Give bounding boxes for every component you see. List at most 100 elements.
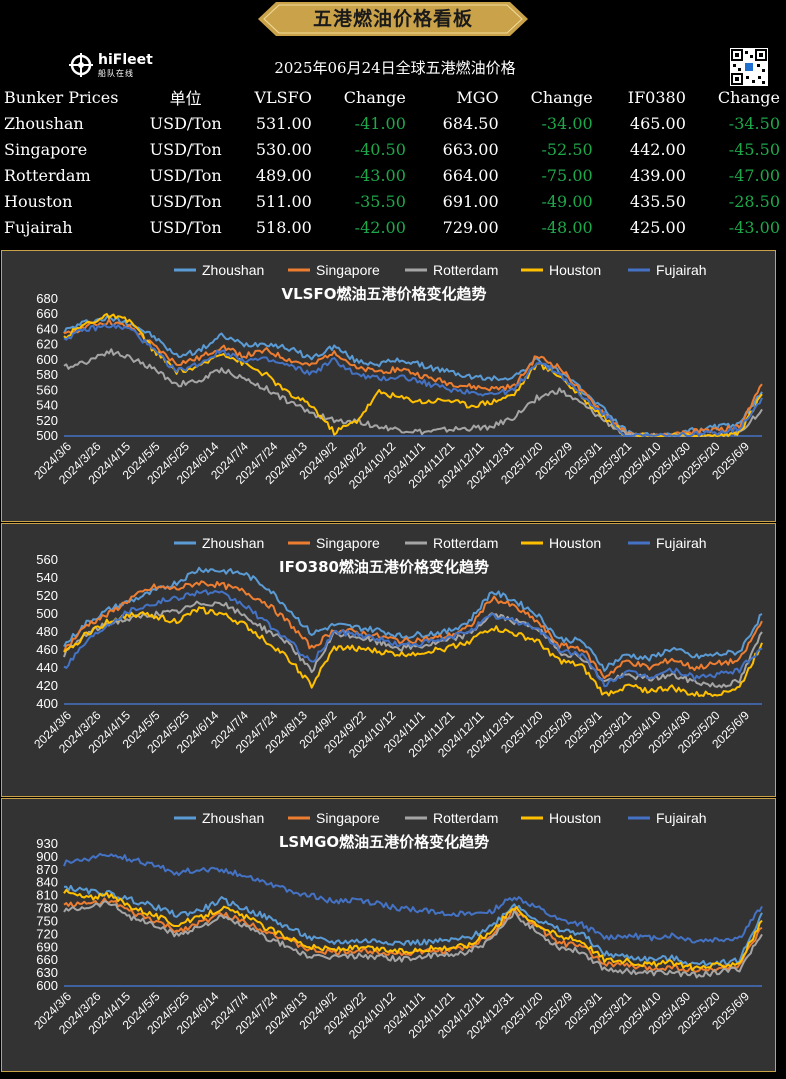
series-line-fujairah bbox=[63, 323, 763, 437]
title-banner: 五港燃油价格看板 bbox=[258, 2, 528, 36]
legend-label-rotterdam: Rotterdam bbox=[433, 535, 498, 551]
legend-label-houston: Houston bbox=[549, 810, 601, 826]
legend-label-zhoushan: Zhoushan bbox=[202, 535, 264, 551]
lsmgo-chart: Zhoushan Singapore Rotterdam Houston Fujaira… bbox=[31, 810, 763, 1042]
y-tick-label: 690 bbox=[36, 939, 58, 954]
y-tick-label: 500 bbox=[36, 606, 58, 621]
vlsfo-price: 489.00 bbox=[255, 165, 312, 185]
port-name: Houston bbox=[4, 191, 73, 211]
y-tick-label: 720 bbox=[36, 926, 58, 941]
ifo380-price: 439.00 bbox=[629, 165, 686, 185]
y-tick-label: 400 bbox=[36, 696, 58, 711]
y-tick-label: 480 bbox=[36, 624, 58, 639]
legend-label-singapore: Singapore bbox=[316, 535, 380, 551]
y-tick-label: 520 bbox=[36, 413, 58, 428]
legend-label-zhoushan: Zhoushan bbox=[202, 810, 264, 826]
unit-cell: USD/Ton bbox=[149, 139, 222, 159]
table-row: Zhoushan USD/Ton 531.00 -41.00 684.50 -3… bbox=[0, 110, 786, 136]
unit-cell: USD/Ton bbox=[149, 217, 222, 237]
legend-label-fujairah: Fujairah bbox=[656, 262, 707, 278]
unit-cell: USD/Ton bbox=[149, 113, 222, 133]
mgo-change: -48.00 bbox=[541, 217, 593, 237]
lsmgo-chart-panel: Zhoushan Singapore Rotterdam Houston Fujaira… bbox=[1, 798, 776, 1072]
table-row: Houston USD/Ton 511.00 -35.50 691.00 -49… bbox=[0, 188, 786, 214]
series-line-houston bbox=[63, 606, 763, 697]
table-row: Rotterdam USD/Ton 489.00 -43.00 664.00 -… bbox=[0, 162, 786, 188]
header-ifo380-change: Change bbox=[717, 87, 780, 107]
series-line-houston bbox=[63, 888, 763, 972]
vlsfo-price: 531.00 bbox=[255, 113, 312, 133]
y-tick-label: 930 bbox=[36, 836, 58, 851]
ifo380-chart-panel: Zhoushan Singapore Rotterdam Houston Fujaira… bbox=[1, 523, 776, 797]
vlsfo-price: 530.00 bbox=[255, 139, 312, 159]
vlsfo-change: -35.50 bbox=[354, 191, 406, 211]
vlsfo-change: -40.50 bbox=[354, 139, 406, 159]
ifo380-price: 425.00 bbox=[629, 217, 686, 237]
ifo380-change: -34.50 bbox=[728, 113, 780, 133]
mgo-change: -52.50 bbox=[541, 139, 593, 159]
ship-wheel-icon bbox=[69, 53, 93, 77]
vlsfo-change: -41.00 bbox=[354, 113, 406, 133]
y-tick-label: 540 bbox=[36, 398, 58, 413]
y-tick-label: 680 bbox=[36, 291, 58, 306]
series-line-singapore bbox=[63, 580, 763, 680]
logo-subtext: 船队在线 bbox=[98, 69, 134, 78]
ifo380-change: -28.50 bbox=[728, 191, 780, 211]
y-tick-label: 540 bbox=[36, 570, 58, 585]
y-tick-label: 520 bbox=[36, 588, 58, 603]
vlsfo-price: 518.00 bbox=[255, 217, 312, 237]
header-mgo-change: Change bbox=[530, 87, 593, 107]
ifo380-price: 435.50 bbox=[629, 191, 686, 211]
legend-label-rotterdam: Rotterdam bbox=[433, 262, 498, 278]
legend-label-singapore: Singapore bbox=[316, 262, 380, 278]
unit-cell: USD/Ton bbox=[149, 191, 222, 211]
ifo380-chart: Zhoushan Singapore Rotterdam Houston Fujaira… bbox=[31, 535, 763, 761]
y-tick-label: 660 bbox=[36, 306, 58, 321]
y-tick-label: 630 bbox=[36, 965, 58, 980]
y-tick-label: 560 bbox=[36, 552, 58, 567]
logo-text: hiFleet bbox=[98, 52, 153, 68]
vlsfo-price: 511.00 bbox=[255, 191, 312, 211]
legend-label-fujairah: Fujairah bbox=[656, 535, 707, 551]
vlsfo-chart-panel: Zhoushan Singapore Rotterdam Houston Fujaira… bbox=[1, 250, 776, 522]
series-line-zhoushan bbox=[63, 884, 763, 967]
legend-label-singapore: Singapore bbox=[316, 810, 380, 826]
series-line-houston bbox=[63, 313, 763, 437]
qr-code bbox=[730, 48, 768, 86]
mgo-price: 684.50 bbox=[442, 113, 499, 133]
y-tick-label: 560 bbox=[36, 382, 58, 397]
mgo-price: 664.00 bbox=[442, 165, 499, 185]
header-vlsfo-change: Change bbox=[343, 87, 406, 107]
table-header-row: Bunker Prices 单位 VLSFO Change MGO Change… bbox=[0, 84, 786, 110]
legend-label-houston: Houston bbox=[549, 535, 601, 551]
port-name: Zhoushan bbox=[4, 113, 84, 133]
chart-title: VLSFO燃油五港价格变化趋势 bbox=[282, 285, 487, 303]
mgo-change: -34.00 bbox=[541, 113, 593, 133]
mgo-price: 729.00 bbox=[442, 217, 499, 237]
y-tick-label: 900 bbox=[36, 849, 58, 864]
ifo380-change: -47.00 bbox=[728, 165, 780, 185]
mgo-price: 663.00 bbox=[442, 139, 499, 159]
header-unit: 单位 bbox=[169, 89, 202, 108]
port-name: Singapore bbox=[4, 139, 88, 159]
vlsfo-change: -43.00 bbox=[354, 165, 406, 185]
header-mgo: MGO bbox=[456, 87, 499, 107]
header-vlsfo: VLSFO bbox=[254, 87, 312, 107]
y-tick-label: 500 bbox=[36, 428, 58, 443]
date-title: 2025年06月24日全球五港燃油价格 bbox=[274, 59, 516, 77]
chart-title: LSMGO燃油五港价格变化趋势 bbox=[279, 833, 489, 851]
y-tick-label: 870 bbox=[36, 862, 58, 877]
header-ifo380: IF0380 bbox=[627, 87, 686, 107]
mgo-price: 691.00 bbox=[442, 191, 499, 211]
chart-title: IFO380燃油五港价格变化趋势 bbox=[279, 558, 489, 576]
bunker-price-table: Bunker Prices 单位 VLSFO Change MGO Change… bbox=[0, 84, 786, 240]
series-line-fujairah bbox=[63, 589, 763, 688]
series-line-singapore bbox=[63, 897, 763, 973]
mgo-change: -49.00 bbox=[541, 191, 593, 211]
series-line-fujairah bbox=[63, 852, 763, 944]
vlsfo-change: -42.00 bbox=[354, 217, 406, 237]
series-line-zhoushan bbox=[63, 566, 763, 672]
y-tick-label: 660 bbox=[36, 952, 58, 967]
y-tick-label: 440 bbox=[36, 660, 58, 675]
port-name: Fujairah bbox=[4, 217, 73, 237]
